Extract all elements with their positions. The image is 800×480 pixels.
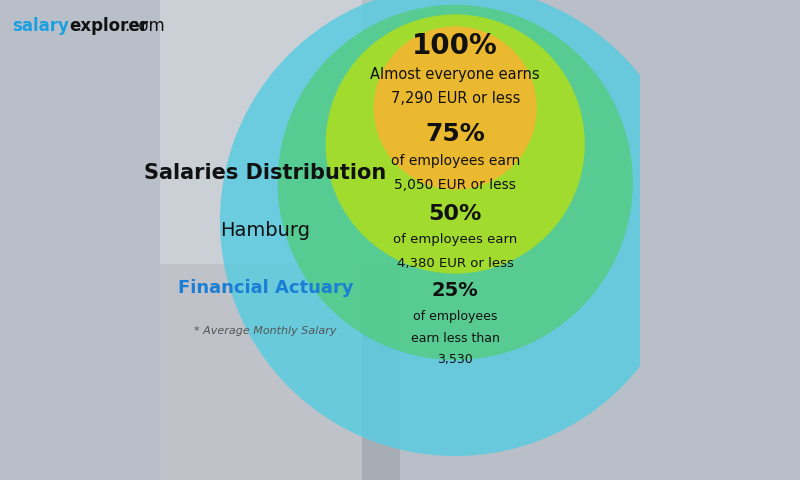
Text: .com: .com (124, 17, 165, 35)
Bar (160, 264, 400, 480)
Text: of employees: of employees (413, 310, 498, 324)
Text: * Average Monthly Salary: * Average Monthly Salary (194, 326, 337, 336)
Text: Financial Actuary: Financial Actuary (178, 279, 354, 297)
Text: salary: salary (12, 17, 69, 35)
Circle shape (220, 0, 690, 456)
Text: Salaries Distribution: Salaries Distribution (145, 163, 386, 183)
Text: 25%: 25% (432, 281, 478, 300)
Text: earn less than: earn less than (410, 332, 500, 345)
Bar (160, 0, 362, 480)
Circle shape (374, 26, 537, 190)
Text: 75%: 75% (426, 122, 485, 146)
Text: 4,380 EUR or less: 4,380 EUR or less (397, 257, 514, 271)
Circle shape (326, 14, 585, 274)
Text: explorer: explorer (70, 17, 149, 35)
Text: Almost everyone earns: Almost everyone earns (370, 67, 540, 82)
Text: 7,290 EUR or less: 7,290 EUR or less (390, 91, 520, 106)
Text: 100%: 100% (412, 32, 498, 60)
Text: of employees earn: of employees earn (390, 154, 520, 168)
Text: 5,050 EUR or less: 5,050 EUR or less (394, 178, 516, 192)
Circle shape (278, 5, 633, 360)
Text: 3,530: 3,530 (438, 353, 473, 367)
Text: of employees earn: of employees earn (393, 233, 518, 247)
Text: Hamburg: Hamburg (221, 221, 310, 240)
Text: 50%: 50% (429, 204, 482, 224)
